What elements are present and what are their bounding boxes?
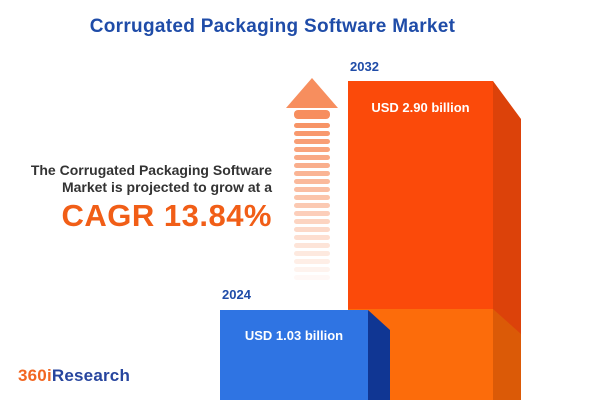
brand-logo: 360iResearch [18, 366, 130, 386]
arrow-stripe [294, 243, 330, 248]
arrow-stripe [294, 123, 330, 128]
arrow-stripe [294, 155, 330, 160]
logo-part-orange: 360i [18, 366, 52, 385]
description-line-2: Market is projected to grow at a [61, 179, 272, 195]
bar-2032-front-top [348, 81, 493, 309]
bar-2032-side-bottom [493, 309, 521, 400]
arrow-stripe [294, 171, 330, 176]
bar-label-2024: 2024 [222, 287, 251, 302]
arrow-stripe [294, 267, 330, 272]
arrow-stripe [294, 251, 330, 256]
logo-part-blue: Research [51, 366, 131, 385]
arrow-stripes [294, 123, 330, 280]
arrow-stripe [294, 139, 330, 144]
growth-arrow [286, 78, 338, 280]
arrow-stripe [294, 235, 330, 240]
arrow-stripe [294, 259, 330, 264]
arrow-stripe [294, 195, 330, 200]
arrow-stripe [294, 211, 330, 216]
page-title: Corrugated Packaging Software Market [89, 16, 456, 37]
bar-2024-side [368, 310, 390, 400]
bar-value-2024: USD 1.03 billion [244, 328, 344, 343]
arrow-stripe [294, 147, 330, 152]
arrow-stripe [294, 187, 330, 192]
arrow-stripe [294, 131, 330, 136]
arrow-stripe [294, 219, 330, 224]
arrow-stripe [294, 163, 330, 168]
arrow-stripe [294, 179, 330, 184]
arrow-stripe [294, 227, 330, 232]
description-line-1: The Corrugated Packaging Software [30, 162, 272, 178]
market-description: The Corrugated Packaging Software Market… [0, 162, 272, 233]
bar-2024-front [220, 310, 368, 400]
arrow-stripe [294, 275, 330, 280]
bar-value-2032: USD 2.90 billion [371, 100, 470, 115]
bar-label-2032: 2032 [350, 59, 379, 74]
arrow-shaft-solid [294, 110, 330, 119]
cagr-value: CAGR 13.84% [61, 198, 272, 233]
arrow-stripe [294, 203, 330, 208]
